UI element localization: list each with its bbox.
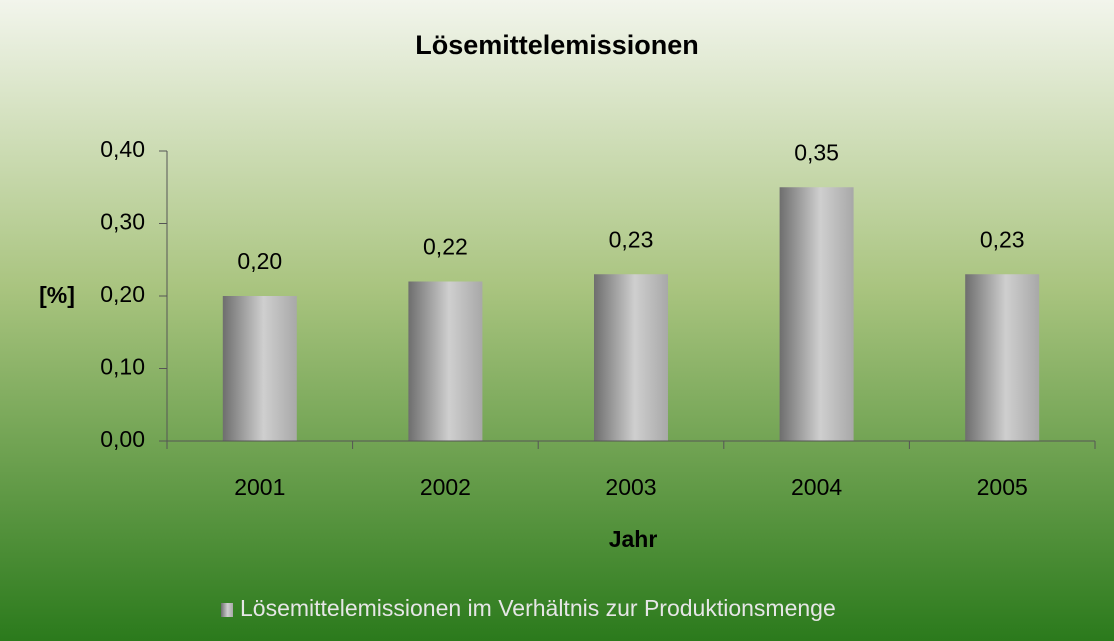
bar — [408, 281, 483, 441]
data-label: 0,35 — [794, 139, 839, 165]
bar — [222, 296, 297, 441]
data-label: 0,20 — [237, 248, 282, 274]
y-tick-label: 0,40 — [100, 136, 145, 162]
x-axis-label: Jahr — [609, 526, 658, 552]
bar — [779, 187, 854, 441]
legend-label: Lösemittelemissionen im Verhältnis zur P… — [240, 595, 836, 621]
y-axis-label: [%] — [39, 282, 75, 308]
x-tick-label: 2002 — [420, 474, 471, 500]
bar — [594, 274, 668, 441]
x-tick-label: 2005 — [977, 474, 1028, 500]
legend-marker — [221, 603, 233, 617]
data-label: 0,23 — [609, 226, 654, 252]
chart-title: Lösemittelemissionen — [415, 30, 699, 60]
data-label: 0,23 — [980, 226, 1025, 252]
y-tick-label: 0,30 — [100, 209, 145, 235]
bar — [965, 274, 1040, 441]
x-tick-label: 2003 — [605, 474, 656, 500]
y-tick-label: 0,00 — [100, 426, 145, 452]
x-tick-label: 2001 — [234, 474, 285, 500]
data-label: 0,22 — [423, 234, 468, 260]
x-tick-label: 2004 — [791, 474, 842, 500]
y-tick-label: 0,10 — [100, 354, 145, 380]
y-tick-label: 0,20 — [100, 281, 145, 307]
